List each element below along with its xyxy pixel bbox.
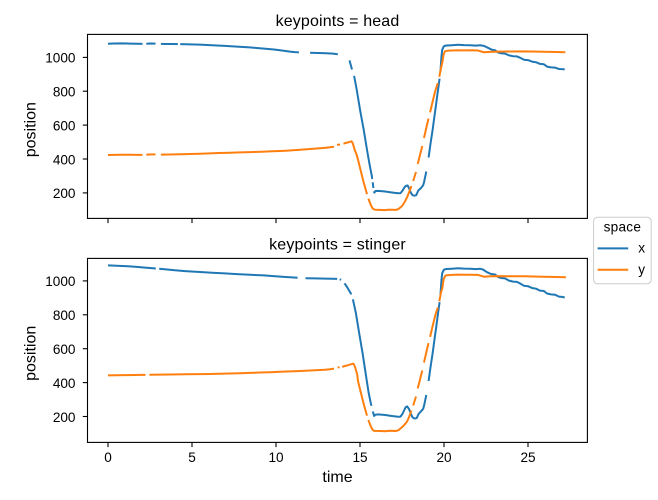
svg-text:space: space	[604, 220, 642, 235]
svg-text:1000: 1000	[45, 51, 76, 66]
svg-text:keypoints = stinger: keypoints = stinger	[269, 237, 406, 254]
svg-text:800: 800	[53, 308, 76, 323]
svg-text:15: 15	[352, 450, 367, 465]
svg-text:10: 10	[268, 450, 284, 465]
svg-text:y: y	[638, 262, 645, 277]
svg-text:200: 200	[53, 410, 76, 425]
svg-text:800: 800	[53, 85, 76, 100]
svg-text:400: 400	[53, 152, 76, 167]
svg-text:time: time	[322, 469, 352, 486]
svg-text:600: 600	[53, 342, 76, 357]
svg-text:200: 200	[53, 186, 76, 201]
svg-text:600: 600	[53, 118, 76, 133]
svg-text:25: 25	[520, 450, 535, 465]
svg-text:keypoints = head: keypoints = head	[276, 13, 400, 30]
svg-text:x: x	[638, 241, 645, 256]
svg-text:position: position	[22, 326, 39, 381]
svg-text:0: 0	[104, 450, 112, 465]
svg-text:1000: 1000	[45, 274, 76, 289]
svg-text:20: 20	[436, 450, 452, 465]
svg-text:5: 5	[188, 450, 196, 465]
svg-text:400: 400	[53, 376, 76, 391]
svg-text:position: position	[22, 102, 39, 157]
